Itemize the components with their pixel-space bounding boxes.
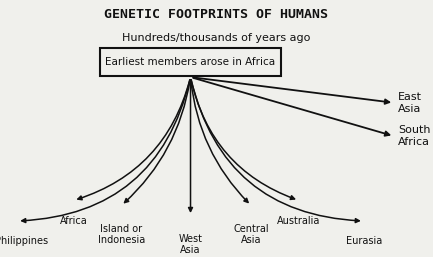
- Bar: [100, 48, 281, 76]
- Text: Hundreds/thousands of years ago: Hundreds/thousands of years ago: [122, 33, 311, 43]
- FancyArrowPatch shape: [193, 77, 389, 104]
- FancyArrowPatch shape: [191, 80, 359, 223]
- Text: GENETIC FOOTPRINTS OF HUMANS: GENETIC FOOTPRINTS OF HUMANS: [104, 8, 329, 21]
- Text: South
Africa: South Africa: [398, 125, 431, 147]
- FancyArrowPatch shape: [22, 80, 190, 223]
- Text: Australia: Australia: [277, 216, 320, 226]
- FancyArrowPatch shape: [189, 80, 192, 212]
- FancyArrowPatch shape: [191, 80, 294, 199]
- Text: Island or
Indonesia: Island or Indonesia: [97, 224, 145, 245]
- Text: Earliest members arose in Africa: Earliest members arose in Africa: [106, 57, 275, 67]
- Text: Africa: Africa: [60, 216, 87, 226]
- Text: East
Asia: East Asia: [398, 92, 422, 114]
- Text: Philippines: Philippines: [0, 236, 48, 246]
- Text: Central
Asia: Central Asia: [233, 224, 269, 245]
- FancyArrowPatch shape: [191, 80, 248, 203]
- Text: Eurasia: Eurasia: [346, 236, 382, 246]
- FancyArrowPatch shape: [125, 80, 190, 203]
- FancyArrowPatch shape: [78, 80, 190, 200]
- Text: West
Asia: West Asia: [178, 234, 203, 255]
- FancyArrowPatch shape: [193, 78, 389, 136]
